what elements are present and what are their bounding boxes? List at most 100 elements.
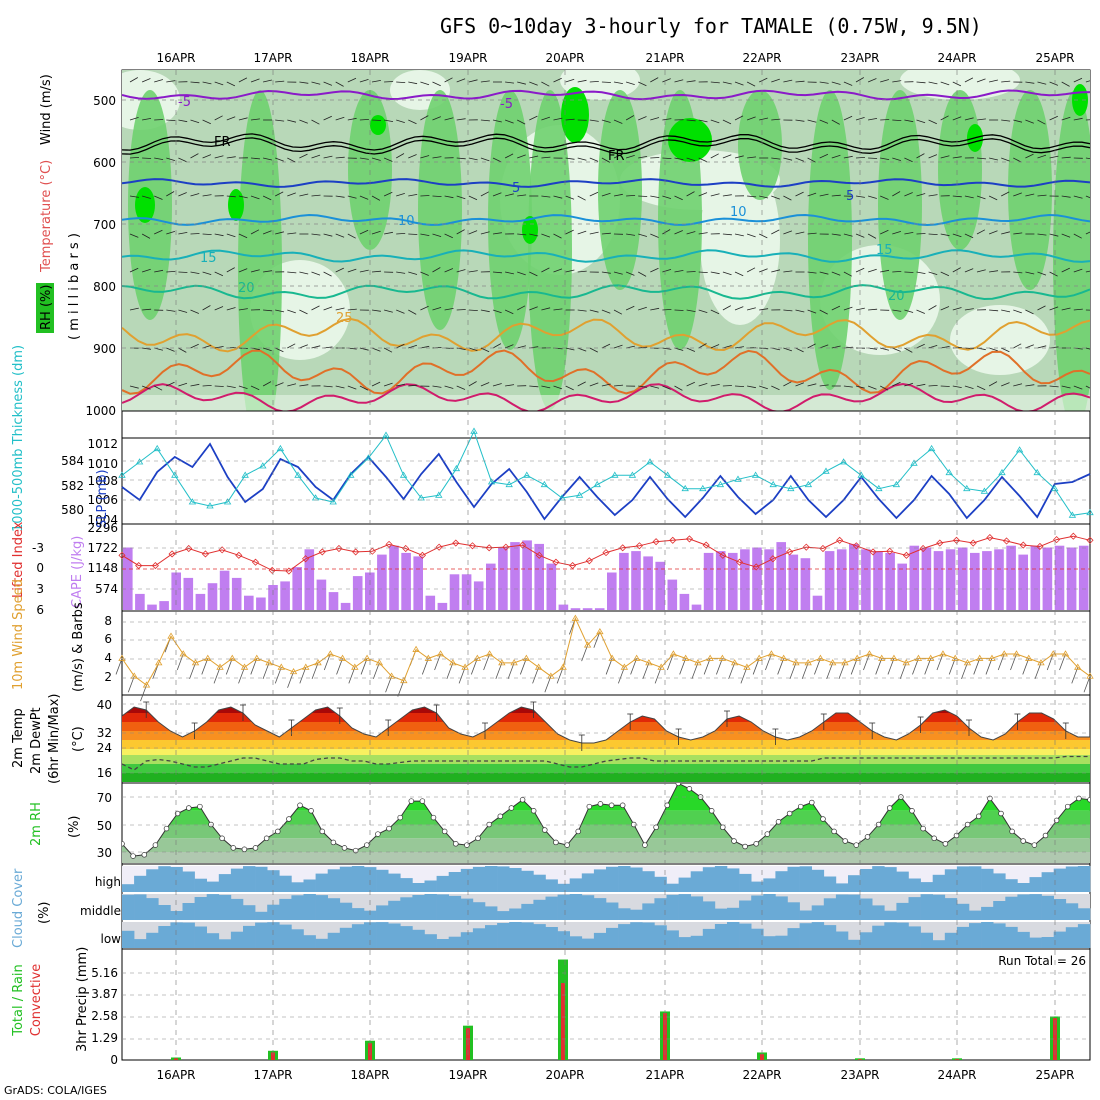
wind-barb [432,195,442,197]
cloud-bar [593,898,607,920]
cloud-bar [666,883,679,892]
wind-barb [396,119,405,123]
wind-barb [1073,308,1083,311]
wind-barb [686,231,696,235]
wind10-point [326,650,335,657]
slp-tick: 1010 [87,457,118,471]
wind-barb [783,157,793,161]
rh-point [208,821,214,828]
wind-barb [1037,271,1047,276]
temp-tick: 16 [97,766,112,780]
wind10-point [976,654,984,661]
wind-barb [226,195,236,198]
wind-barb [238,117,248,121]
wind-barb [565,385,574,391]
thickness-point [540,480,549,488]
wind-barb [650,267,659,273]
thickness-point [1015,446,1024,453]
wind-barb [855,195,865,198]
thickness-point [963,484,971,492]
thickness-point [523,471,531,478]
wind-barb [468,381,477,387]
thickness-point [927,444,936,452]
li-tick: 6 [36,603,44,617]
cape-bar [473,581,484,610]
rh-point [998,810,1004,817]
wind-barb [541,307,551,311]
cloud-bar [182,922,195,948]
wind-barb [783,79,793,83]
rh-green-band [738,90,782,200]
wind-barb [396,343,405,349]
wind-barb [154,79,164,83]
wind-barb [214,115,223,121]
wind-barb [371,309,381,312]
wind-barb [432,81,441,87]
wind-barb [553,385,563,390]
cloud-bar [896,922,909,948]
wind-barb [1085,119,1090,121]
wind-barb [1025,309,1034,315]
wind-barb [1013,157,1022,163]
li-point [302,555,310,563]
wind-barb [940,81,950,86]
cloud-level-low: low [101,932,122,946]
cloud-bar [981,922,994,948]
cloud-bar [1053,868,1067,892]
cloud-bar [230,931,244,948]
li-point [852,542,860,550]
wind-barb [904,119,914,123]
cloud-bar [714,866,728,892]
wind-barb [492,232,502,235]
wind10-tick: 6 [104,632,112,646]
cloud-bar [581,938,595,948]
rh-point [1064,803,1071,810]
wind-barb [335,233,345,238]
cape-bar [231,577,242,610]
rh-point [297,802,303,809]
li-point [502,543,510,551]
cloud-bar [364,867,377,892]
wind-barb [771,78,780,83]
contour-label-fr-a: FR [214,135,231,150]
wind10-line-barbs [115,614,1094,702]
rh-point [275,828,281,835]
wind-barb [432,156,442,159]
wind10-barb [630,658,638,675]
wind-barb [505,81,515,84]
wind-barb [383,157,393,162]
thickness-point [435,491,443,498]
wind-barb [311,271,321,276]
wind10-point [461,663,469,670]
wind-barb [420,155,430,159]
cape-bar [849,543,859,610]
cloud-bar [255,911,268,920]
wind-barb [226,233,236,238]
cloud-bar [702,867,716,892]
wind-barb [371,157,381,161]
rh-green-band [418,90,462,330]
wind10-point [1074,663,1082,670]
cloud-bar [291,895,304,920]
wind-barb [710,193,720,197]
wind10-barb [581,644,588,662]
wind-barb [868,157,878,159]
wind-barb [601,81,611,83]
wind-barb [529,271,538,277]
thickness-point [259,462,267,469]
precip-panel [121,948,1091,1061]
cloud-bar [158,866,171,892]
cloud-bar [509,868,522,892]
wind-barb [625,155,635,159]
thickness-point [135,458,144,465]
rh-point [1009,828,1015,835]
wind-barb [759,308,769,311]
wind-barb [964,385,974,389]
rh-point [375,831,381,837]
thickness-point [1086,508,1094,516]
wind10-point [216,663,224,670]
wind-barb [783,195,792,201]
thickness-point [399,471,408,478]
cape-ylabel: CAPE (J/kg) [70,536,85,608]
cloud-bar [327,869,341,892]
